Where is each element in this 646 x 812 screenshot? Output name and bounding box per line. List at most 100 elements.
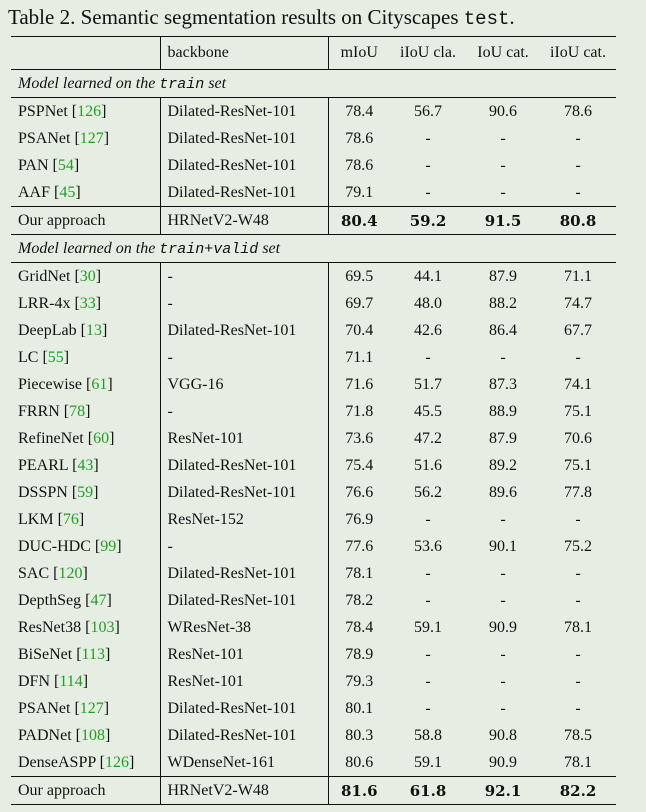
citation-link[interactable]: 45 xyxy=(59,183,76,201)
method-name: BiSeNet xyxy=(18,645,73,663)
citation-link[interactable]: 43 xyxy=(77,456,94,474)
iiou-cat-cell: 77.8 xyxy=(564,483,592,501)
method-cell: GridNet [30] xyxy=(18,267,102,285)
section-title-suffix: set xyxy=(204,74,227,92)
iiou-cat-cell: 67.7 xyxy=(564,321,592,339)
method-name: RefineNet xyxy=(18,429,84,447)
citation-link[interactable]: 113 xyxy=(81,645,105,663)
miou-cell: 78.2 xyxy=(327,587,390,614)
iiou-cat-cell: 82.2 xyxy=(540,776,616,805)
header-iiou-cla: iIoU cla. xyxy=(390,36,466,70)
backbone-cell: ResNet-101 xyxy=(159,425,328,452)
iou-cat-cell: 90.9 xyxy=(489,618,517,636)
method-cell: PEARL [43] xyxy=(18,456,99,474)
citation-link[interactable]: 59 xyxy=(77,483,94,501)
iiou-cat-cell: - xyxy=(575,699,581,717)
citation-link[interactable]: 103 xyxy=(90,618,115,636)
section-title-split: train xyxy=(159,75,205,93)
citation-link[interactable]: 114 xyxy=(59,672,83,690)
iou-cat-cell: 89.2 xyxy=(489,456,517,474)
method-cell: LKM [76] xyxy=(18,510,85,528)
citation-link[interactable]: 61 xyxy=(91,375,108,393)
iou-cat-cell: 90.6 xyxy=(489,102,517,120)
backbone-cell: ResNet-152 xyxy=(159,506,328,533)
miou-cell: 79.1 xyxy=(327,179,390,207)
iou-cat-cell: 90.1 xyxy=(489,537,517,555)
backbone-cell: - xyxy=(159,533,328,560)
caption-split: test xyxy=(463,8,510,30)
table-row: AAF [45] Dilated-ResNet-101 79.1 - - - xyxy=(11,179,616,207)
table-caption: Table 2. Semantic segmentation results o… xyxy=(8,4,515,32)
table-body: Model learned on the train set PSPNet [12… xyxy=(11,69,616,805)
backbone-cell: - xyxy=(159,262,328,290)
iiou-cat-cell: 75.2 xyxy=(564,537,592,555)
backbone-cell: WDenseNet-161 xyxy=(159,749,328,777)
citation-link[interactable]: 108 xyxy=(80,726,105,744)
iiou-cat-cell: - xyxy=(575,645,581,663)
method-cell: DFN [114] xyxy=(18,672,89,690)
miou-cell: 78.6 xyxy=(327,125,390,152)
citation-link[interactable]: 78 xyxy=(69,402,86,420)
iiou-cat-cell: 75.1 xyxy=(564,456,592,474)
backbone-cell: Dilated-ResNet-101 xyxy=(159,695,328,722)
backbone-cell: Dilated-ResNet-101 xyxy=(159,97,328,125)
miou-cell: 77.6 xyxy=(327,533,390,560)
method-name: PEARL xyxy=(18,456,69,474)
method-name: Piecewise xyxy=(18,375,82,393)
section-title-prefix: Model learned on the xyxy=(18,74,160,92)
iiou-cla-cell: 56.2 xyxy=(414,483,442,501)
table-row: PADNet [108] Dilated-ResNet-101 80.3 58.8 90… xyxy=(11,722,616,749)
method-name: LC xyxy=(18,348,39,366)
method-name: SAC xyxy=(18,564,50,582)
section-title: Model learned on the train+valid set xyxy=(11,234,616,263)
table-row: DFN [114] ResNet-101 79.3 - - - xyxy=(11,668,616,695)
section-title-split: train+valid xyxy=(159,240,259,258)
citation-link[interactable]: 99 xyxy=(100,537,117,555)
method-cell: AAF [45] xyxy=(18,183,81,201)
miou-cell: 76.6 xyxy=(327,479,390,506)
iou-cat-cell: 89.6 xyxy=(489,483,517,501)
our-approach-row: Our approach HRNetV2-W48 80.4 59.2 91.5 80.8 xyxy=(11,206,616,235)
table-row: PEARL [43] Dilated-ResNet-101 75.4 51.6 89.2… xyxy=(11,452,616,479)
table-row: SAC [120] Dilated-ResNet-101 78.1 - - - xyxy=(11,560,616,587)
citation-link[interactable]: 33 xyxy=(79,294,96,312)
citation-link[interactable]: 126 xyxy=(77,102,102,120)
miou-cell: 69.7 xyxy=(327,290,390,317)
table-row: PSPNet [126] Dilated-ResNet-101 78.4 56.7 90… xyxy=(11,97,616,125)
iiou-cla-cell: - xyxy=(425,699,431,717)
citation-link[interactable]: 55 xyxy=(47,348,64,366)
method-name: PADNet xyxy=(18,726,72,744)
citation-link[interactable]: 127 xyxy=(79,129,104,147)
iiou-cat-cell: - xyxy=(575,348,581,366)
iou-cat-cell: - xyxy=(500,129,506,147)
citation-link[interactable]: 127 xyxy=(79,699,104,717)
method-name: DFN xyxy=(18,672,51,690)
iiou-cat-cell: - xyxy=(575,156,581,174)
citation-link[interactable]: 13 xyxy=(85,321,102,339)
citation-link[interactable]: 30 xyxy=(79,267,96,285)
iou-cat-cell: 86.4 xyxy=(489,321,517,339)
header-method xyxy=(11,36,160,70)
iiou-cla-cell: 44.1 xyxy=(414,267,442,285)
section-title-suffix: set xyxy=(258,239,281,257)
method-cell: RefineNet [60] xyxy=(18,429,115,447)
citation-link[interactable]: 120 xyxy=(58,564,83,582)
miou-cell: 81.6 xyxy=(327,776,390,805)
citation-link[interactable]: 54 xyxy=(57,156,74,174)
iiou-cat-cell: 78.1 xyxy=(564,618,592,636)
table-row: FRRN [78] -71.8 45.5 88.9 75.1 xyxy=(11,398,616,425)
citation-link[interactable]: 60 xyxy=(93,429,110,447)
method-cell: SAC [120] xyxy=(18,564,88,582)
method-cell: DeepLab [13] xyxy=(18,321,108,339)
citation-link[interactable]: 126 xyxy=(104,753,129,771)
iou-cat-cell: - xyxy=(500,564,506,582)
citation-link[interactable]: 76 xyxy=(62,510,79,528)
table-row: DSSPN [59] Dilated-ResNet-101 76.6 56.2 89.6… xyxy=(11,479,616,506)
citation-link[interactable]: 47 xyxy=(90,591,107,609)
method-name: PSANet xyxy=(18,699,71,717)
method-cell: DenseASPP [126] xyxy=(18,753,135,771)
iiou-cat-cell: 74.7 xyxy=(564,294,592,312)
method-cell: PSPNet [126] xyxy=(18,102,107,120)
backbone-cell: ResNet-101 xyxy=(159,668,328,695)
